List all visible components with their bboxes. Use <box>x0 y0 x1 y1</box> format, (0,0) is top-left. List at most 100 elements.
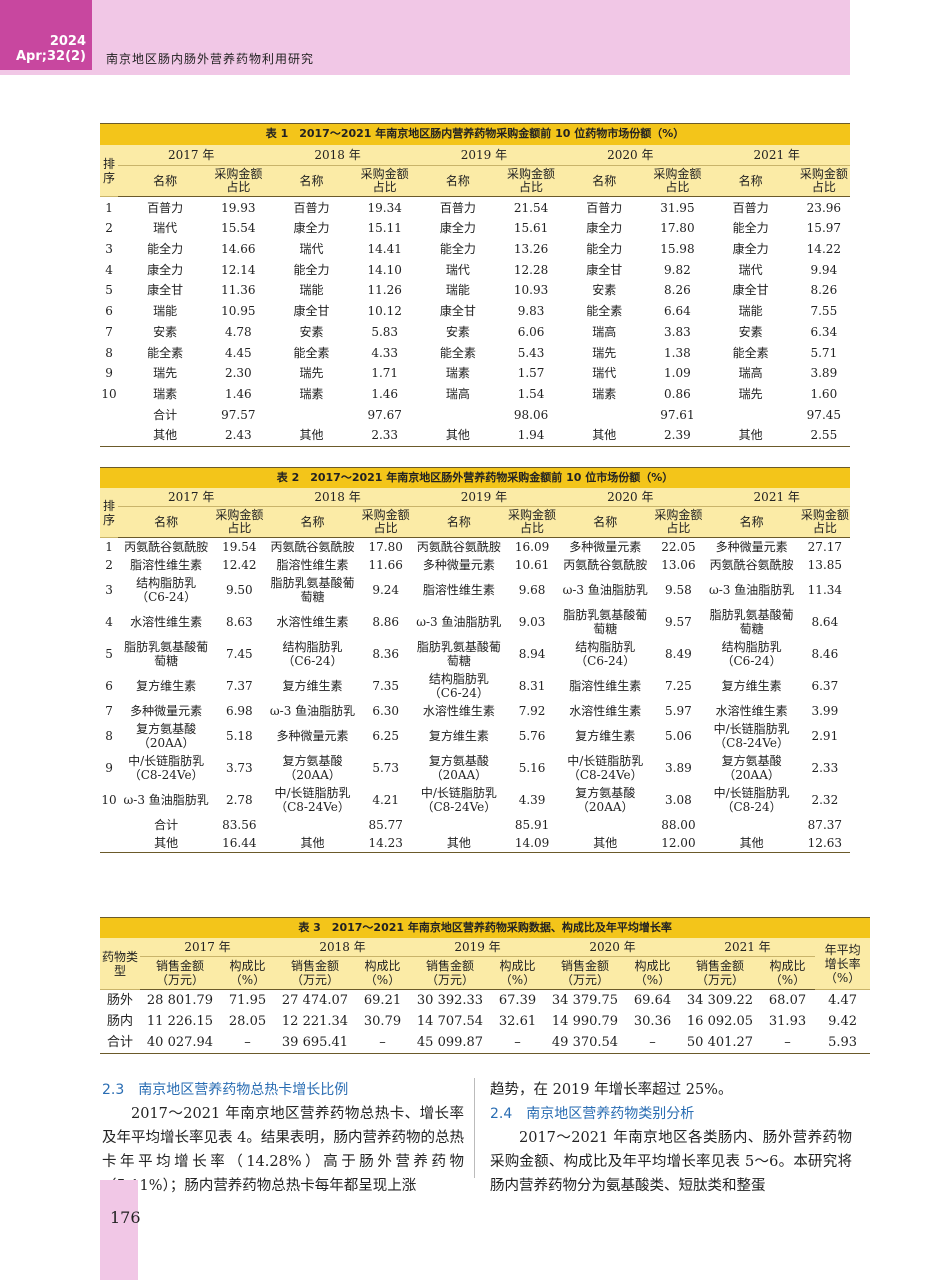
table-cell: 6.06 <box>517 324 545 339</box>
header-cell: 药物类型 <box>100 938 140 990</box>
table-cell: 9.83 <box>517 304 545 319</box>
table-cell: 3.73 <box>225 761 253 775</box>
table-title: 表 1 2017～2021 年南京地区肠内营养药物采购金额前 10 位药物市场份… <box>100 122 850 145</box>
header-cell: 2018 年 <box>264 488 411 507</box>
table-cell: 能全力 <box>147 242 184 257</box>
table-cell: 能全素 <box>293 345 330 360</box>
header-cell: 采购金额占比 <box>212 165 265 198</box>
table-cell: 12.14 <box>221 262 256 277</box>
table-cell: 3.08 <box>665 793 692 807</box>
table-cell: 49 370.54 <box>545 1032 625 1054</box>
running-title: 南京地区肠内肠外营养药物利用研究 <box>106 52 315 66</box>
issue-badge: 2024 Apr;32(2) <box>0 0 92 70</box>
table-cell: 7 <box>105 324 113 339</box>
table-row: 8 能全素 4.45 能全素 4.33 能全素 5.43 瑞先 1.38 能全素 5.71 <box>100 342 850 363</box>
table-cell: 10 <box>101 386 117 401</box>
table-cell: 7.25 <box>665 679 692 693</box>
table-cell: 6.64 <box>664 304 691 319</box>
table-cell: 丙氨酰谷氨酰胺 <box>709 558 794 572</box>
table-cell: 脂溶性维生素 <box>276 558 349 572</box>
table-row: 10 ω-3 鱼油脂肪乳 2.78 中/长链脂肪乳 （C8-24Ve） 4.21 中/长链… <box>100 784 850 816</box>
table-cell: 百普力 <box>586 200 623 215</box>
table-row: 5 康全甘 11.36 瑞能 11.26 瑞能 10.93 安素 8.26 康全甘 8.26 <box>100 280 850 301</box>
table-cell: 12.28 <box>513 262 549 277</box>
table-cell: 8.46 <box>811 647 839 661</box>
table-cell: 6 <box>105 304 113 319</box>
table-row: 7 多种微量元素 6.98 ω-3 鱼油脂肪乳 6.30 水溶性维生素 7.92 水溶性维生素… <box>100 702 850 720</box>
table-cell: 能全力 <box>439 242 476 257</box>
table-cell: 15.97 <box>806 221 842 236</box>
table-cell: 2 <box>105 221 113 236</box>
table-cell: 12.63 <box>799 834 850 853</box>
paragraph: 2017～2021 年南京地区营养药物总热卡、增长率及年平均增长率见表 4。结果… <box>102 1106 464 1194</box>
table-row: 2 瑞代 15.54 康全力 15.11 康全力 15.61 康全力 17.80 能全力 15.97 <box>100 218 850 239</box>
table-cell: 13.85 <box>807 558 843 572</box>
table-cell: 12 221.34 <box>281 1013 349 1029</box>
table-cell: 27.17 <box>807 540 843 554</box>
table-cell: 14.41 <box>367 242 402 257</box>
table-title: 表 3 2017～2021 年南京地区营养药物采购数据、构成比及年平均增长率 <box>100 917 871 938</box>
table-row: 表 1 2017～2021 年南京地区肠内营养药物采购金额前 10 位药物市场份… <box>100 122 850 145</box>
left-column: 2.3 南京地区营养药物总热卡增长比例 2017～2021 年南京地区营养药物总… <box>102 1078 464 1198</box>
table-cell: 瑞素 <box>153 386 178 401</box>
table-cell: 中/长链脂肪乳 （C8-24Ve） <box>420 786 497 814</box>
header-cell: 2021 年 <box>680 938 815 957</box>
empty-cell <box>411 404 505 425</box>
table-row: 5 脂肪乳氨基酸葡 萄糖 7.45 结构脂肪乳 （C6-24） 8.36 脂肪乳氨基酸葡 … <box>100 638 850 670</box>
table-cell: 7.35 <box>372 679 400 693</box>
table-cell: 14.09 <box>506 834 558 853</box>
table-cell: 百普力 <box>732 200 769 215</box>
table-cell: 68.07 <box>768 992 807 1008</box>
table-cell: 32.61 <box>498 1013 537 1029</box>
table-cell: 瑞素 <box>445 366 470 381</box>
table-cell: 11 226.15 <box>146 1013 214 1029</box>
table-row: 肠外 28 801.79 71.95 27 474.07 69.21 30 392.33 6… <box>100 990 870 1012</box>
table-cell: 1.94 <box>504 424 558 447</box>
table-cell: 多种微量元素 <box>422 558 495 572</box>
table-cell: 瑞能 <box>738 304 763 319</box>
header-cell: 2021 年 <box>703 144 850 167</box>
table-cell: 瑞代 <box>299 242 324 257</box>
table-cell: 能全力 <box>293 262 330 277</box>
header-cell: 采购金额占比 <box>214 506 265 538</box>
table-cell: 康全甘 <box>147 283 184 298</box>
table-cell: 14.66 <box>221 242 256 257</box>
table-cell: 1.38 <box>664 345 691 360</box>
table-cell: 4.47 <box>828 992 858 1008</box>
table-cell: 合计 <box>153 407 178 422</box>
table-cell: 结构脂肪乳 （C6-24） <box>136 576 197 604</box>
table-row: 9 中/长链脂肪乳 （C8-24Ve） 3.73 复方氨基酸 （20AA） 5.73 复方… <box>100 752 850 784</box>
table-cell: 结构脂肪乳 （C6-24） <box>575 640 636 668</box>
header-band <box>0 0 850 75</box>
header-cell: 2018 年 <box>275 938 410 957</box>
header-cell: 年平均 增长率 （%） <box>815 938 871 990</box>
table-cell: 1.09 <box>664 366 691 381</box>
table-cell: 1.57 <box>517 366 545 381</box>
section-heading: 2.4 南京地区营养药物类别分析 <box>490 1106 695 1122</box>
table-cell: 69.21 <box>363 992 402 1008</box>
table-row: 7 安素 4.78 安素 5.83 安素 6.06 瑞高 3.83 安素 6.34 <box>100 322 850 343</box>
table-cell: 50 401.27 <box>680 1032 760 1054</box>
empty-cell <box>411 816 507 834</box>
table-cell: 瑞素 <box>299 386 324 401</box>
table-cell: 97.45 <box>806 407 842 422</box>
table-cell: 2.43 <box>212 424 265 447</box>
table-row: 销售金额 （万元） 构成比 （%） 销售金额 （万元） 构成比 （%） 销售金额 （万元… <box>100 956 870 990</box>
paragraph: 2017～2021 年南京地区各类肠内、肠外营养药物采购金额、构成比及年平均增长… <box>490 1130 852 1194</box>
table-cell: 其他 <box>410 834 507 853</box>
table-cell: 水溶性维生素 <box>422 704 495 718</box>
table-cell: 11.66 <box>368 558 403 572</box>
table-cell: 丙氨酰谷氨酰胺 <box>124 540 209 554</box>
table-cell: 复方氨基酸 （20AA） <box>575 786 636 814</box>
table-cell: 6.25 <box>372 729 400 743</box>
table-cell: 中/长链脂肪乳 （C8-24） <box>713 786 790 814</box>
table-cell: 其他 <box>264 834 361 853</box>
table-cell: 5 <box>105 283 113 298</box>
table-row: 2 脂溶性维生素 12.42 脂溶性维生素 11.66 多种微量元素 10.61 丙氨酰谷氨酰… <box>100 556 850 574</box>
table-cell: 8.94 <box>518 647 546 661</box>
header-cell: 销售金额 （万元） <box>545 956 625 990</box>
table-cell: 5.06 <box>665 729 692 743</box>
table-cell: 8.49 <box>665 647 692 661</box>
table-cell: 能全素 <box>586 304 623 319</box>
